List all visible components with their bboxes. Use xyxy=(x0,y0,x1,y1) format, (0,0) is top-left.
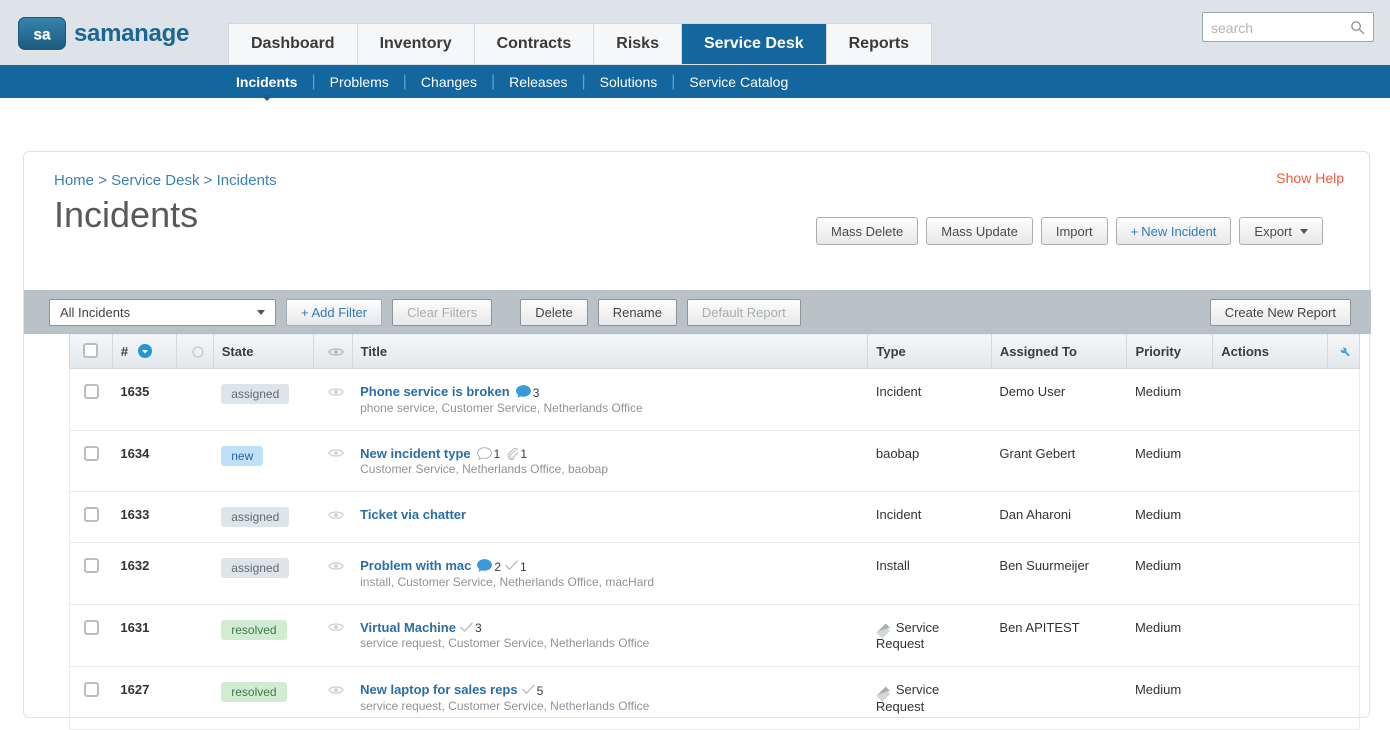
svg-text:sa: sa xyxy=(33,26,51,43)
